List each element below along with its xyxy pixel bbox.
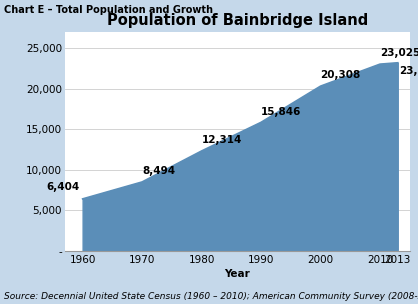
Text: 12,314: 12,314 (201, 135, 242, 145)
Title: Population of Bainbridge Island: Population of Bainbridge Island (107, 13, 368, 28)
Text: 8,494: 8,494 (142, 166, 175, 176)
X-axis label: Year: Year (224, 269, 250, 279)
Text: Chart E – Total Population and Growth: Chart E – Total Population and Growth (4, 5, 213, 15)
Text: 20,308: 20,308 (321, 71, 361, 81)
Text: Source: Decennial United State Census (1960 – 2010); American Community Survey (: Source: Decennial United State Census (1… (4, 292, 418, 301)
Text: 23,025: 23,025 (380, 48, 418, 58)
Text: 23,196: 23,196 (400, 66, 418, 76)
Text: 15,846: 15,846 (261, 107, 301, 117)
Text: 6,404: 6,404 (46, 182, 80, 192)
